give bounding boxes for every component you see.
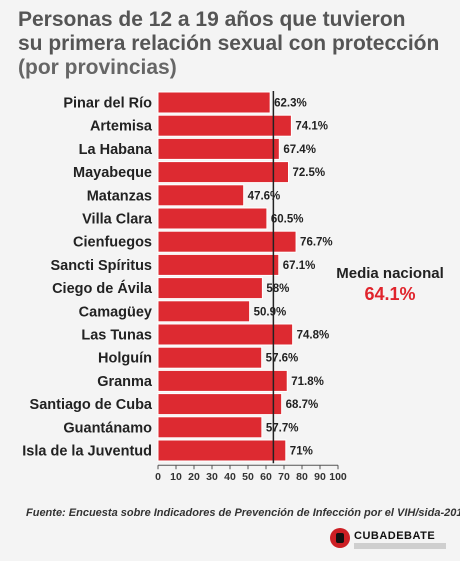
category-label-14: Santiago de Cuba — [30, 397, 153, 413]
x-tick-label-5: 40 — [224, 471, 236, 483]
bar-5 — [157, 184, 245, 207]
media-nacional-value: 64.1% — [364, 284, 416, 304]
bar-16 — [157, 439, 287, 462]
bar-2 — [157, 114, 292, 137]
chart-subtitle: (por provincias) — [18, 56, 177, 79]
bar-8 — [157, 253, 280, 276]
cubadebate-logo: CUBADEBATE — [330, 526, 450, 554]
value-label-16: 71% — [290, 446, 313, 458]
value-label-12: 57.6% — [266, 353, 299, 365]
x-tick-label-8: 70 — [278, 471, 290, 483]
media-nacional-label: Media nacional — [336, 265, 444, 282]
value-label-14: 68.7% — [286, 399, 319, 411]
category-label-2: Artemisa — [90, 119, 153, 135]
category-label-3: La Habana — [79, 142, 153, 158]
bar-13 — [157, 369, 288, 392]
x-tick-label-3: 20 — [188, 471, 200, 483]
category-label-16: Isla de la Juventud — [22, 444, 152, 460]
category-label-15: Guantánamo — [63, 420, 152, 436]
value-label-2: 74.1% — [295, 121, 328, 133]
value-label-11: 74.8% — [297, 330, 330, 342]
value-label-1: 62.3% — [274, 98, 307, 110]
category-label-7: Cienfuegos — [73, 235, 152, 251]
category-label-11: Las Tunas — [81, 328, 152, 344]
category-label-8: Sancti Spíritus — [50, 258, 152, 274]
x-tick-label-11: 100 — [329, 471, 347, 483]
title-line-1: Personas de 12 a 19 años que tuvieron — [18, 8, 406, 31]
logo-text: CUBADEBATE — [354, 530, 436, 542]
bar-14 — [157, 393, 283, 416]
x-tick-label-2: 10 — [170, 471, 182, 483]
category-label-13: Granma — [97, 374, 153, 390]
value-label-8: 67.1% — [283, 260, 316, 272]
x-tick-label-6: 50 — [242, 471, 254, 483]
logo-mark-icon — [330, 528, 350, 548]
value-label-6: 60.5% — [271, 214, 304, 226]
value-label-7: 76.7% — [300, 237, 333, 249]
value-label-9: 58% — [266, 283, 289, 295]
x-tick-label-10: 90 — [314, 471, 326, 483]
category-label-10: Camagüey — [79, 304, 152, 320]
chart-title: Personas de 12 a 19 años que tuvieron su… — [18, 8, 448, 80]
x-tick-label-7: 60 — [260, 471, 272, 483]
category-label-6: Villa Clara — [82, 212, 153, 228]
bar-7 — [157, 230, 297, 253]
value-label-15: 57.7% — [266, 422, 299, 434]
bar-6 — [157, 207, 268, 230]
value-label-4: 72.5% — [293, 167, 326, 179]
value-label-3: 67.4% — [283, 144, 316, 156]
bar-1 — [157, 91, 271, 114]
bar-3 — [157, 137, 280, 160]
category-label-1: Pinar del Río — [63, 96, 152, 112]
bar-15 — [157, 416, 263, 439]
value-label-5: 47.6% — [248, 190, 281, 202]
value-label-10: 50.9% — [254, 306, 287, 318]
x-tick-label-4: 30 — [206, 471, 218, 483]
bar-4 — [157, 161, 289, 184]
title-line-2: su primera relación sexual con protecció… — [18, 32, 440, 55]
logo-tagline-bar — [354, 543, 446, 549]
bar-9 — [157, 277, 263, 300]
x-tick-label-1: 0 — [155, 471, 161, 483]
x-tick-label-9: 80 — [296, 471, 308, 483]
value-label-13: 71.8% — [291, 376, 324, 388]
category-label-4: Mayabeque — [73, 165, 152, 181]
bar-11 — [157, 323, 294, 346]
source-note: Fuente: Encuesta sobre Indicadores de Pr… — [26, 507, 460, 519]
category-label-12: Holguín — [98, 351, 152, 367]
category-label-5: Matanzas — [87, 188, 152, 204]
bar-12 — [157, 346, 263, 369]
bar-10 — [157, 300, 251, 323]
category-label-9: Ciego de Ávila — [52, 280, 153, 297]
